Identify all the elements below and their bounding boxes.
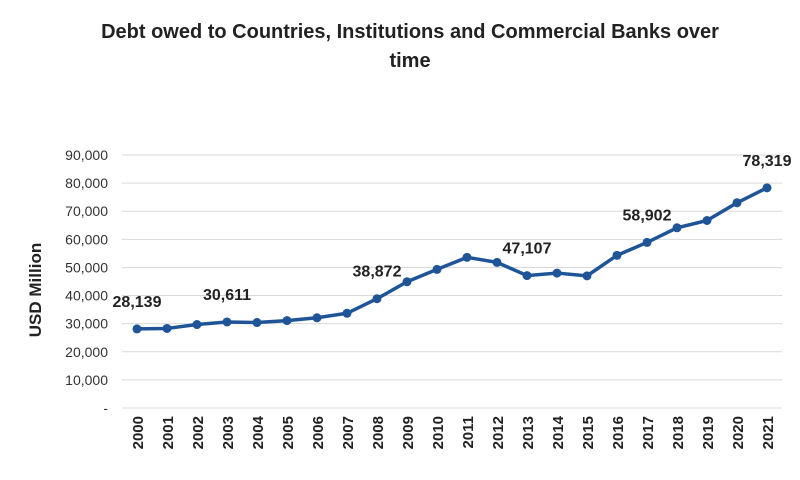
data-point	[132, 324, 142, 334]
x-tick-label: 2019	[700, 416, 717, 449]
y-tick-label: 10,000	[65, 372, 108, 388]
data-point	[342, 308, 352, 318]
data-point	[162, 323, 172, 333]
data-label: 58,902	[623, 207, 672, 224]
y-tick-label: 60,000	[65, 231, 108, 247]
x-tick-label: 2010	[430, 416, 447, 449]
x-tick-label: 2001	[160, 416, 177, 449]
data-point	[762, 183, 772, 193]
chart-title: Debt owed to Countries, Institutions and…	[101, 21, 719, 72]
data-point	[492, 257, 502, 267]
data-point	[252, 318, 262, 328]
x-tick-label: 2006	[310, 416, 327, 449]
data-point	[462, 252, 472, 262]
data-point	[402, 277, 412, 287]
x-tick-label: 2002	[190, 416, 207, 449]
x-tick-label: 2007	[340, 416, 357, 449]
data-point	[432, 264, 442, 274]
x-tick-label: 2018	[670, 416, 687, 449]
x-tick-label: 2014	[550, 415, 567, 449]
data-label: 38,872	[353, 264, 402, 281]
x-tick-label: 2012	[490, 416, 507, 449]
x-tick-label: 2009	[400, 416, 417, 449]
x-tick-label: 2020	[730, 416, 747, 449]
data-point	[372, 294, 382, 304]
data-point	[222, 317, 232, 327]
x-tick-label: 2013	[520, 416, 537, 449]
data-point	[582, 271, 592, 281]
x-tick-label: 2004	[250, 415, 267, 449]
x-tick-label: 2021	[760, 416, 777, 449]
x-tick-label: 2000	[130, 416, 147, 449]
data-point	[192, 320, 202, 330]
x-tick-label: 2016	[610, 416, 627, 449]
data-point	[732, 198, 742, 208]
y-tick-label: 20,000	[65, 344, 108, 360]
y-tick-label: 50,000	[65, 259, 108, 275]
data-point	[612, 250, 622, 260]
data-label: 30,611	[203, 287, 251, 304]
y-tick-label: 30,000	[65, 316, 108, 332]
x-tick-label: 2017	[640, 416, 657, 449]
x-tick-label: 2011	[460, 416, 477, 449]
data-point	[642, 237, 652, 247]
data-point	[702, 215, 712, 225]
data-point	[312, 313, 322, 323]
data-point	[552, 268, 562, 278]
y-tick-label: -	[103, 400, 108, 416]
data-point	[522, 271, 532, 281]
data-label: 78,319	[743, 153, 792, 170]
x-tick-label: 2005	[280, 416, 297, 449]
data-label: 28,139	[113, 294, 162, 311]
y-tick-label: 70,000	[65, 203, 108, 219]
y-tick-label: 80,000	[65, 175, 108, 191]
x-tick-label: 2008	[370, 416, 387, 449]
x-tick-label: 2015	[580, 416, 597, 449]
data-label: 47,107	[503, 241, 552, 258]
series-line	[136, 186, 768, 331]
data-point	[282, 316, 292, 326]
x-tick-label: 2003	[220, 416, 237, 449]
y-tick-label: 90,000	[65, 147, 108, 163]
y-tick-label: 40,000	[65, 288, 108, 304]
data-point	[672, 223, 682, 233]
y-axis-label: USD Million	[26, 243, 45, 337]
